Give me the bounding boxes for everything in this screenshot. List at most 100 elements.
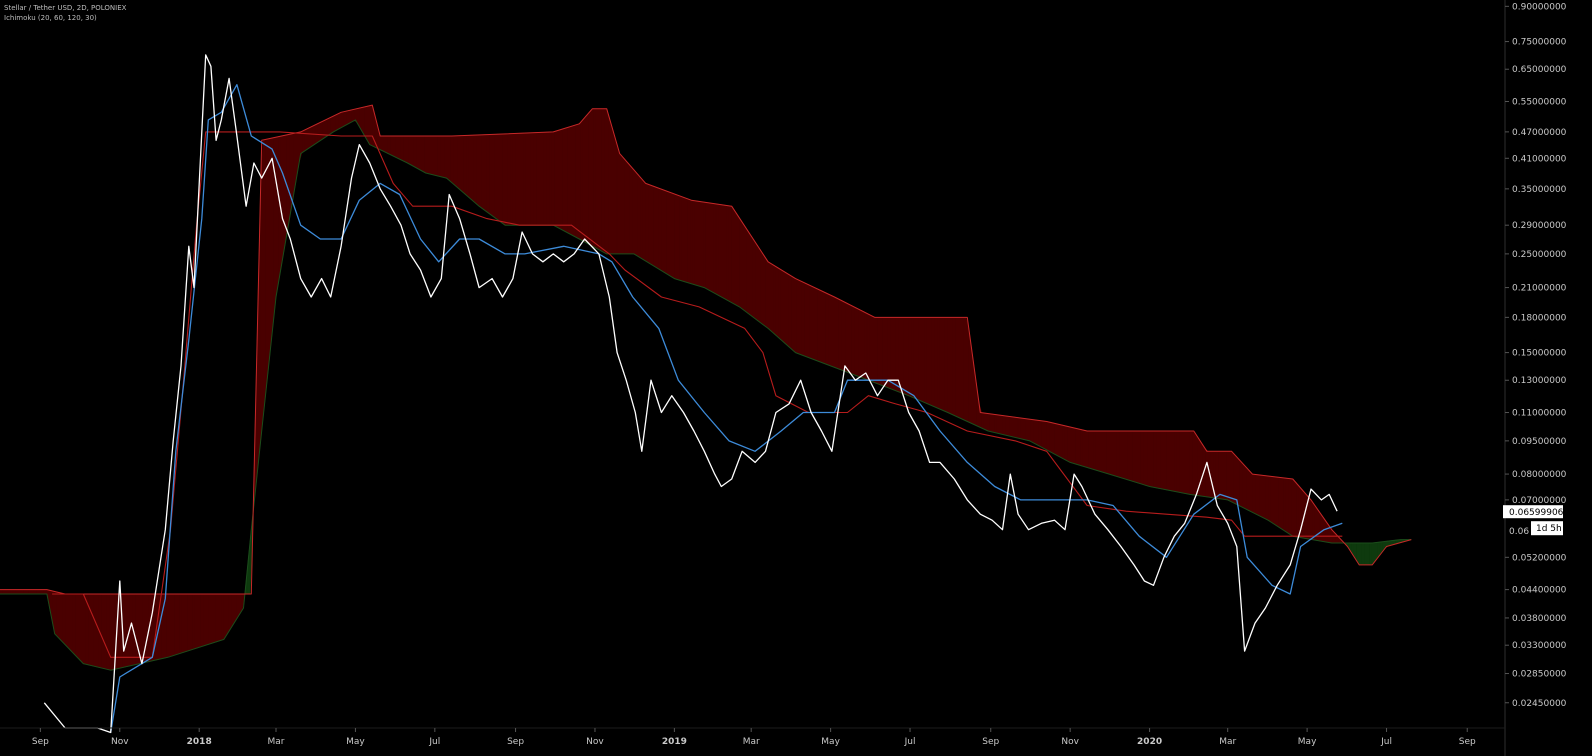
bearish-cloud-segment <box>1077 428 1081 466</box>
bearish-cloud-segment <box>770 262 774 334</box>
price-tick-label: 0.03300000 <box>1512 641 1567 651</box>
bearish-cloud-segment <box>1093 430 1097 471</box>
time-axis[interactable]: Sep Nov 2018 Mar May Jul Sep Nov 2019 Mar May Jul Se… <box>32 728 1476 747</box>
bearish-cloud-segment <box>882 317 886 388</box>
bearish-cloud-segment <box>12 589 16 595</box>
bearish-cloud-segment <box>543 131 548 226</box>
bearish-cloud-segment <box>194 593 199 649</box>
bearish-cloud-segment <box>457 135 462 192</box>
bearish-cloud-segment <box>622 155 626 255</box>
bearish-cloud-segment <box>62 593 66 646</box>
bearish-cloud-segment <box>1194 431 1199 496</box>
bearish-cloud-segment <box>1262 474 1266 520</box>
bearish-cloud-segment <box>1119 430 1123 479</box>
bearish-cloud-segment <box>408 135 412 166</box>
bearish-cloud-segment <box>957 317 962 419</box>
bearish-cloud-segment <box>476 134 480 207</box>
bearish-cloud-segment <box>1145 430 1149 487</box>
bearish-cloud-segment <box>429 135 433 175</box>
bearish-cloud-segment <box>871 315 876 384</box>
bearish-cloud-segment <box>606 108 610 255</box>
bearish-cloud-segment <box>775 266 779 339</box>
bearish-cloud-segment <box>179 593 183 654</box>
bearish-cloud-segment <box>986 413 990 432</box>
bearish-cloud-segment <box>1200 440 1204 497</box>
conversion-line <box>110 84 1343 733</box>
bearish-cloud-segment <box>788 274 792 350</box>
bearish-cloud-segment <box>778 267 782 341</box>
bearish-cloud-segment <box>773 264 777 336</box>
bearish-cloud-segment <box>470 134 475 203</box>
bearish-cloud-segment <box>523 132 527 226</box>
bearish-cloud-segment <box>1166 430 1170 491</box>
bearish-cloud-segment <box>812 286 816 361</box>
bearish-cloud-segment <box>1059 424 1063 459</box>
bearish-cloud-segment <box>1291 478 1295 537</box>
price-tick-label: 0.21000000 <box>1512 284 1567 294</box>
bearish-cloud-segment <box>450 135 454 185</box>
bearish-cloud-segment <box>593 108 597 249</box>
bearish-cloud-segment <box>554 130 558 228</box>
bearish-cloud-segment <box>1036 419 1040 447</box>
bearish-cloud-segment <box>124 593 128 668</box>
bearish-cloud-segment <box>56 591 61 640</box>
bearish-cloud-segment <box>1043 420 1048 451</box>
bearish-cloud-segment <box>536 132 540 226</box>
bearish-cloud-segment <box>640 176 644 260</box>
price-axis[interactable]: 0.02450000 0.02850000 0.03300000 0.03800000… <box>1505 2 1567 709</box>
bearish-cloud-segment <box>608 117 613 255</box>
bearish-cloud-segment <box>822 291 826 365</box>
bearish-cloud-segment <box>431 135 436 176</box>
bearish-cloud-segment <box>468 134 472 201</box>
bearish-cloud-segment <box>635 170 639 257</box>
bearish-cloud-segment <box>1312 500 1316 541</box>
bearish-cloud-segment <box>1147 430 1152 488</box>
bearish-cloud-segment <box>416 135 420 170</box>
bearish-cloud-segment <box>746 228 751 316</box>
bearish-cloud-segment <box>595 108 600 251</box>
bearish-cloud-segment <box>1267 475 1271 523</box>
bearish-cloud-segment <box>96 593 100 668</box>
bearish-cloud-segment <box>491 133 496 219</box>
bullish-cloud-segment <box>1366 542 1370 566</box>
bearish-cloud-segment <box>346 110 350 126</box>
bearish-cloud-segment <box>484 134 488 213</box>
bearish-cloud-segment <box>348 109 352 124</box>
bearish-cloud-segment <box>1210 451 1214 499</box>
bearish-cloud-segment <box>1304 491 1308 540</box>
bearish-cloud-segment <box>1241 461 1245 509</box>
bearish-cloud-segment <box>924 317 928 405</box>
bearish-cloud-segment <box>1069 426 1074 464</box>
bearish-cloud-segment <box>1220 451 1225 500</box>
bearish-cloud-segment <box>520 132 524 226</box>
bearish-cloud-segment <box>499 133 503 224</box>
bearish-cloud-segment <box>64 593 68 649</box>
bearish-cloud-segment <box>1296 482 1300 538</box>
last-price-value: 0.06599906 <box>1509 508 1564 518</box>
bearish-cloud-segment <box>1106 430 1110 475</box>
bearish-cloud-segment <box>650 184 654 267</box>
bearish-cloud-segment <box>715 203 719 296</box>
bearish-cloud-segment <box>88 593 92 666</box>
bearish-cloud-segment <box>343 110 347 127</box>
bearish-cloud-segment <box>806 283 811 359</box>
bearish-cloud-segment <box>10 589 14 595</box>
bearish-cloud-segment <box>723 204 727 301</box>
time-tick-label: Jul <box>904 737 916 747</box>
bearish-cloud-segment <box>874 317 878 385</box>
bearish-cloud-segment <box>413 135 417 169</box>
bearish-cloud-segment <box>994 414 998 434</box>
bearish-cloud-segment <box>517 132 522 226</box>
bearish-cloud-segment <box>36 589 40 595</box>
bearish-cloud-segment <box>335 113 339 131</box>
bearish-cloud-segment <box>267 137 272 371</box>
bearish-cloud-segment <box>221 593 225 641</box>
time-tick-label: Sep <box>1459 737 1476 747</box>
price-tick-label: 0.05200000 <box>1512 553 1567 563</box>
bearish-cloud-segment <box>937 317 941 410</box>
bearish-cloud-segment <box>77 593 82 662</box>
bearish-cloud-segment <box>93 593 97 668</box>
bearish-cloud-segment <box>900 317 904 395</box>
bearish-cloud-segment <box>817 288 821 363</box>
